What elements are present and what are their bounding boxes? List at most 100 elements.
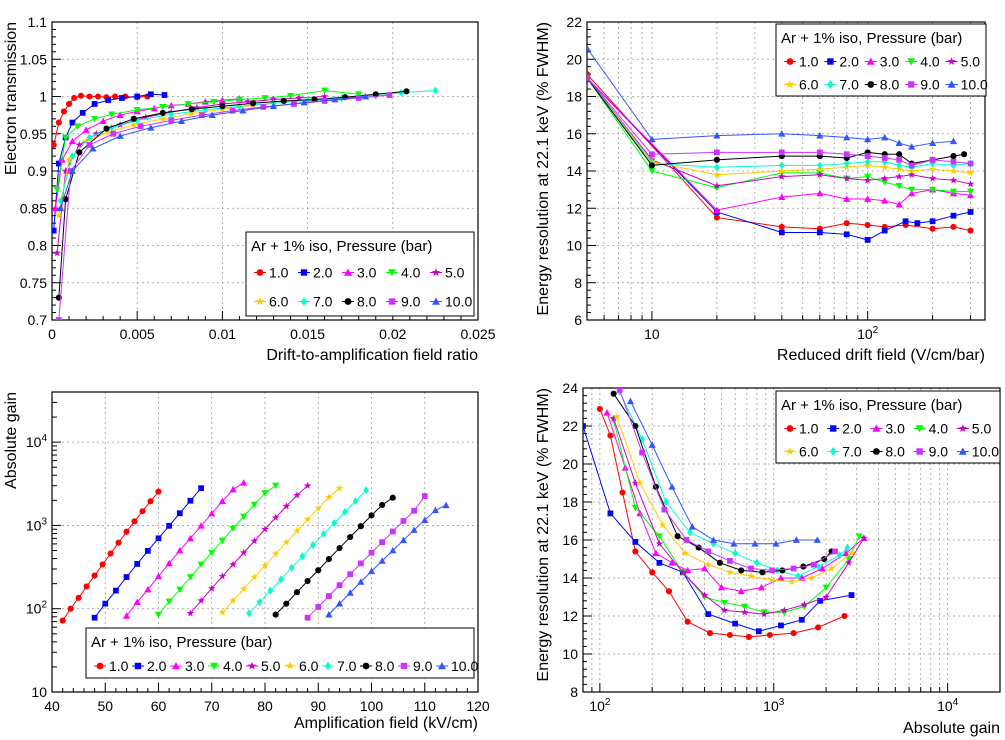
data-point: [860, 534, 868, 542]
data-point: [99, 117, 107, 124]
data-point: [709, 536, 718, 543]
data-point: [261, 95, 269, 102]
data-point: [609, 414, 618, 422]
data-point: [104, 128, 112, 136]
data-point: [250, 100, 257, 107]
data-point: [398, 88, 405, 97]
data-point: [895, 200, 903, 208]
x-tick-label: 50: [97, 698, 113, 714]
legend-marker: [786, 425, 794, 432]
data-layer: [59, 479, 450, 624]
data-point: [950, 212, 957, 219]
data-point: [668, 559, 676, 566]
legend-label: 7.0: [842, 444, 862, 460]
data-point: [335, 600, 344, 607]
data-point: [144, 585, 152, 593]
data-point: [949, 188, 958, 196]
data-point: [62, 134, 70, 142]
data-point: [91, 572, 98, 579]
series-line: [616, 416, 852, 583]
data-point: [283, 600, 290, 607]
data-point: [315, 604, 322, 610]
data-point: [347, 534, 354, 541]
data-point: [816, 149, 823, 156]
data-point: [684, 618, 691, 625]
data-point: [389, 546, 397, 554]
data-point: [176, 510, 183, 517]
data-point: [355, 95, 362, 101]
data-point: [116, 120, 124, 129]
data-point: [843, 151, 850, 158]
data-point: [411, 507, 417, 514]
data-point: [683, 537, 690, 543]
legend-label: 1.0: [109, 658, 129, 674]
data-point: [315, 567, 322, 574]
data-point: [648, 162, 655, 169]
data-point: [68, 137, 77, 145]
x-tick-label: 0.015: [290, 326, 325, 342]
data-point: [800, 600, 809, 608]
data-point: [303, 481, 312, 489]
data-point: [713, 149, 720, 156]
data-point: [896, 156, 903, 163]
data-point: [817, 597, 824, 604]
data-point: [663, 498, 669, 506]
y-tick-label: 12: [566, 200, 582, 216]
data-point: [75, 140, 84, 149]
series-line: [60, 96, 366, 209]
y-tick-label: 14: [562, 570, 578, 586]
data-point: [55, 317, 62, 320]
plot-frame: [582, 387, 1001, 693]
legend: Ar + 1% iso, Pressure (bar) 1.0 2.0 3.0 4.0 5…: [775, 390, 1001, 464]
data-point: [431, 506, 439, 514]
legend-label: 2.0: [842, 421, 862, 437]
legend-marker: [866, 57, 875, 65]
data-point: [286, 92, 295, 100]
data-point: [326, 593, 332, 599]
legend-marker: [907, 58, 916, 66]
data-point: [134, 561, 141, 567]
data-point: [914, 220, 921, 227]
data-point: [612, 412, 621, 420]
data-point: [188, 106, 195, 113]
data-point: [655, 539, 664, 547]
data-point: [219, 103, 226, 110]
data-point: [137, 123, 144, 130]
series-3.0: [122, 479, 248, 619]
data-point: [626, 397, 635, 405]
y-tick-label: 0.85: [20, 200, 47, 216]
data-point: [235, 96, 244, 104]
data-point: [816, 161, 823, 170]
data-point: [118, 95, 125, 101]
data-point: [250, 501, 258, 509]
data-point: [65, 155, 73, 164]
legend-marker: [438, 662, 446, 670]
series-10.0: [325, 501, 450, 618]
data-point: [772, 540, 780, 547]
legend-label: 1.0: [799, 54, 819, 70]
data-point: [881, 197, 889, 204]
data-point: [732, 620, 739, 627]
legend-marker: [300, 269, 308, 276]
data-point: [747, 572, 755, 580]
legend-marker: [324, 661, 332, 671]
data-point: [928, 174, 937, 182]
data-point: [67, 605, 74, 612]
legend-label: 5.0: [445, 265, 465, 281]
data-point: [310, 541, 316, 550]
legend-marker: [958, 424, 967, 433]
legend-marker: [388, 298, 396, 305]
data-point: [155, 488, 162, 495]
data-point: [706, 630, 714, 637]
x-tick-label: 0.01: [209, 326, 236, 342]
data-point: [60, 108, 67, 115]
data-point: [610, 390, 617, 397]
data-point: [778, 229, 785, 236]
data-point: [845, 558, 853, 566]
series-line: [599, 408, 845, 638]
series-10.0: [56, 92, 370, 212]
data-point: [357, 578, 365, 585]
x-axis-label: Reduced drift field (V/cm/bar): [777, 347, 985, 364]
legend-marker: [344, 268, 352, 276]
data-point: [133, 107, 141, 114]
